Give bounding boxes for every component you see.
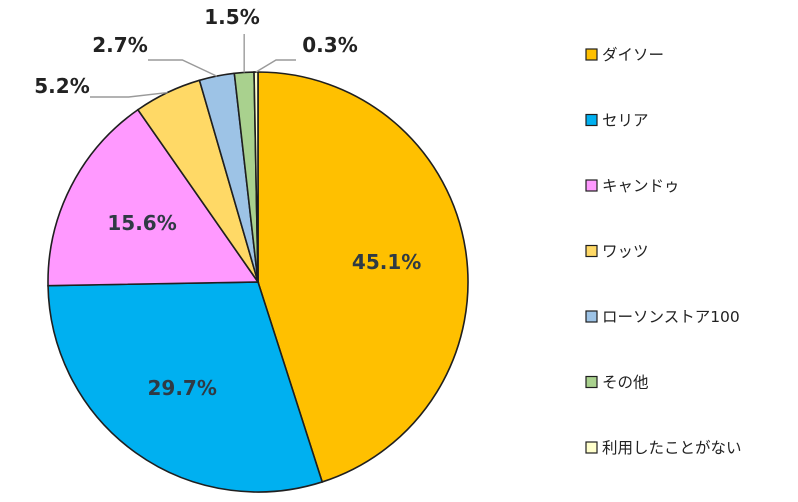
pie-slices: [47, 71, 469, 493]
slice-label-2: 29.7%: [148, 376, 217, 400]
leader-line-7: [255, 59, 296, 73]
slice-label-3: 15.6%: [107, 211, 176, 235]
legend-swatch-7: [585, 441, 598, 454]
pie-slice-3: [47, 108, 260, 287]
slice-label-1: 45.1%: [352, 250, 421, 274]
legend-label-7: 利用したことがない: [602, 439, 742, 457]
pie-slice-2: [47, 281, 324, 493]
legend-swatch-3: [585, 179, 598, 192]
legend-label-6: その他: [602, 374, 649, 392]
pie-slice-1: [257, 71, 469, 483]
legend-label-2: セリア: [602, 112, 649, 130]
legend-swatch-4: [585, 244, 598, 258]
leader-line-5: [148, 59, 218, 77]
legend-swatch-2: [585, 113, 598, 127]
legend-swatch-6: [585, 375, 598, 389]
leader-line-4: [90, 91, 168, 98]
legend-swatch-1: [585, 48, 598, 61]
slice-label-5: 2.7%: [92, 33, 147, 57]
legend-label-3: キャンドゥ: [602, 177, 680, 195]
slice-label-4: 5.2%: [34, 74, 89, 98]
legend-label-4: ワッツ: [602, 243, 649, 261]
slice-label-7: 0.3%: [302, 33, 357, 57]
legend-label-5: ローソンストア100: [602, 308, 740, 326]
slice-label-6: 1.5%: [204, 5, 259, 29]
leader-lines: [90, 34, 296, 98]
legend-label-1: ダイソー: [602, 46, 664, 64]
slice-labels: 45.1% 29.7% 15.6% 5.2%2.7% 1.5% 0.3%: [34, 5, 421, 400]
legend-swatch-5: [585, 310, 598, 323]
